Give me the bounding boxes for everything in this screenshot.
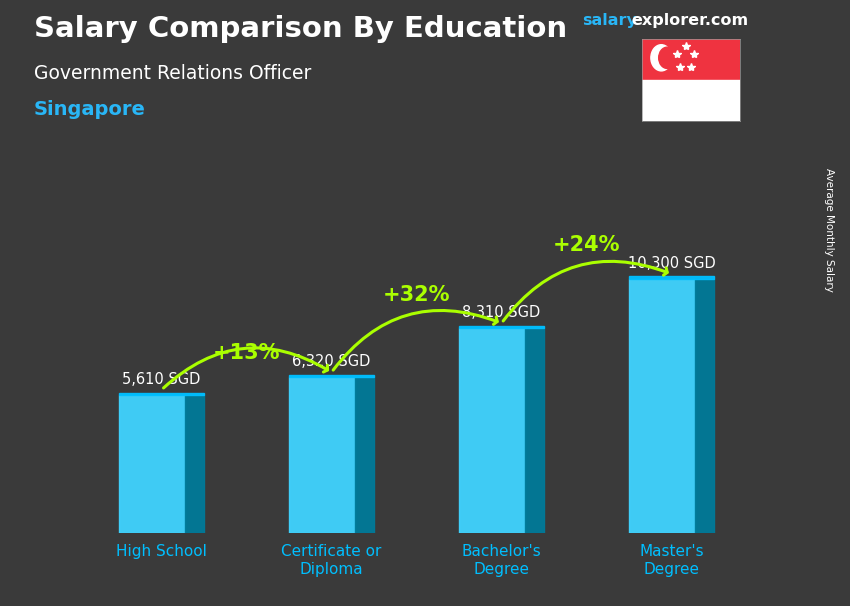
Text: Singapore: Singapore (34, 100, 146, 119)
Bar (289, 378, 355, 533)
Bar (629, 276, 714, 279)
Text: explorer.com: explorer.com (632, 13, 749, 28)
Bar (119, 395, 185, 533)
Text: +13%: +13% (212, 342, 280, 362)
Text: Government Relations Officer: Government Relations Officer (34, 64, 311, 82)
Bar (119, 393, 204, 395)
Bar (185, 395, 204, 533)
Bar (459, 328, 525, 533)
Circle shape (651, 45, 672, 71)
Text: 8,310 SGD: 8,310 SGD (462, 305, 541, 320)
Bar (642, 80, 740, 121)
Text: 6,320 SGD: 6,320 SGD (292, 355, 371, 369)
Bar (642, 39, 740, 80)
Text: +32%: +32% (382, 285, 450, 305)
Bar (629, 279, 695, 533)
Bar (695, 279, 714, 533)
Text: Salary Comparison By Education: Salary Comparison By Education (34, 15, 567, 43)
Bar (355, 378, 374, 533)
Bar (525, 328, 544, 533)
Text: 10,300 SGD: 10,300 SGD (627, 256, 716, 271)
Bar (459, 325, 544, 328)
Text: 5,610 SGD: 5,610 SGD (122, 372, 201, 387)
Text: salary: salary (582, 13, 638, 28)
Circle shape (659, 47, 676, 68)
Text: Average Monthly Salary: Average Monthly Salary (824, 168, 834, 292)
Bar (289, 375, 374, 378)
Text: +24%: +24% (552, 236, 620, 256)
